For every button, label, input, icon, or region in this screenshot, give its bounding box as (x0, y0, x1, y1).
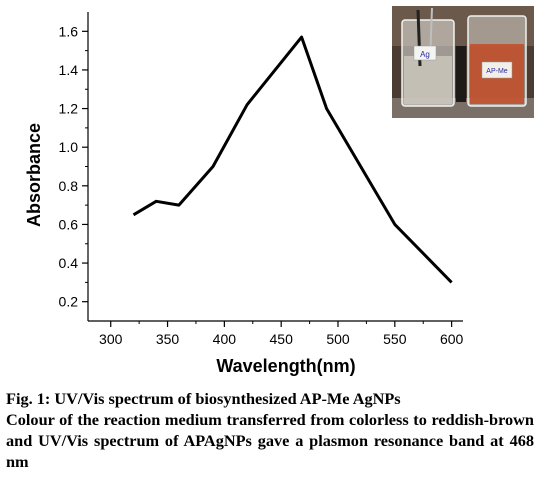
figure-caption: Fig. 1: UV/Vis spectrum of biosynthesize… (6, 388, 534, 472)
x-tick-label: 400 (213, 331, 237, 347)
y-tick-label: 1.0 (59, 139, 79, 155)
y-tick-label: 1.4 (59, 62, 79, 78)
x-axis-title: Wavelength(nm) (216, 356, 355, 376)
tick-labels: 300 350 400 450 500 550 600 0.2 0.4 0.6 0.8 1.0 1.2 1… (59, 23, 464, 347)
right-beaker-label: AP-Me (486, 68, 508, 75)
ticks (82, 30, 453, 327)
y-axis-title: Absorbance (24, 123, 44, 227)
y-tick-label: 1.2 (59, 101, 79, 117)
y-tick-label: 0.2 (59, 294, 79, 310)
x-tick-label: 600 (440, 331, 464, 347)
x-tick-label: 550 (383, 331, 407, 347)
y-tick-label: 0.6 (59, 216, 79, 232)
left-beaker-liquid (404, 56, 452, 104)
y-tick-label: 0.4 (59, 255, 79, 271)
caption-title: Fig. 1: UV/Vis spectrum of biosynthesize… (6, 389, 401, 408)
caption-body: Colour of the reaction medium transferre… (6, 410, 534, 471)
y-tick-label: 0.8 (59, 178, 79, 194)
x-tick-label: 300 (99, 331, 123, 347)
beaker-photo: Ag AP-Me (392, 6, 534, 118)
absorbance-line (132, 35, 453, 284)
x-tick-label: 500 (326, 331, 350, 347)
x-tick-label: 450 (270, 331, 294, 347)
beaker-photo-inset: Ag AP-Me (392, 6, 534, 118)
y-tick-label: 1.6 (59, 23, 79, 39)
uv-vis-chart: 300 350 400 450 500 550 600 0.2 0.4 0.6 0.8 1.0 1.2 1… (24, 12, 464, 376)
left-beaker-label: Ag (420, 50, 430, 59)
x-tick-label: 350 (156, 331, 180, 347)
